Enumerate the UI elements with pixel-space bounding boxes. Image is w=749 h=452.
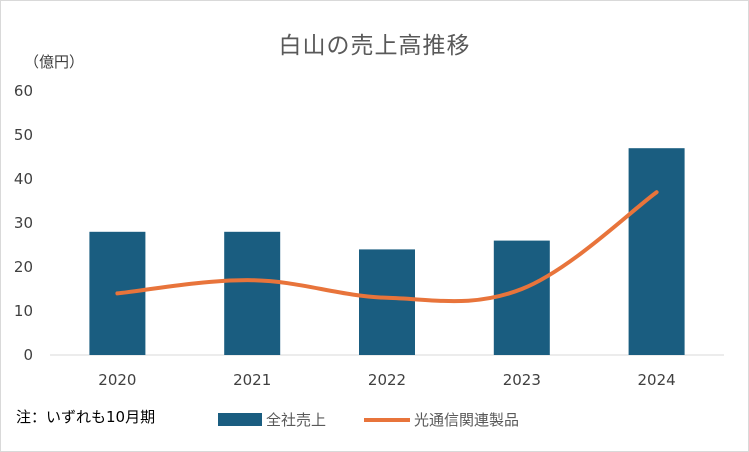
line-point-2023 <box>520 287 524 291</box>
legend-label-bar-series: 全社売上 <box>266 411 327 429</box>
y-tick-label: 40 <box>14 170 33 188</box>
x-tick-label: 2020 <box>98 371 136 389</box>
y-tick-label: 60 <box>14 82 33 100</box>
line-point-2022 <box>385 296 389 300</box>
y-tick-label: 30 <box>14 214 33 232</box>
legend-swatch-bar <box>218 413 262 426</box>
y-tick-label: 10 <box>14 302 33 320</box>
bar-2021 <box>224 231 281 355</box>
line-point-2021 <box>250 278 254 282</box>
legend: 全社売上 光通信関連製品 <box>218 409 548 429</box>
x-tick-label: 2023 <box>503 371 541 389</box>
chart-title: 白山の売上高推移 <box>278 33 471 59</box>
x-tick-label: 2022 <box>368 371 406 389</box>
footnote: 注：いずれも10月期 <box>16 408 156 426</box>
line-point-2020 <box>115 291 119 295</box>
x-tick-label: 2024 <box>638 371 676 389</box>
line-point-2024 <box>655 190 659 194</box>
legend-swatch-line <box>364 418 410 422</box>
y-axis-unit-label: （億円） <box>24 53 85 71</box>
x-tick-label: 2021 <box>233 371 271 389</box>
y-tick-label: 0 <box>23 346 33 364</box>
bar-2023 <box>493 240 550 355</box>
bar-2022 <box>359 249 415 355</box>
y-tick-label: 50 <box>14 126 33 144</box>
legend-label-line-series: 光通信関連製品 <box>414 411 520 429</box>
y-tick-label: 20 <box>14 258 33 276</box>
bar-2024 <box>628 148 685 355</box>
